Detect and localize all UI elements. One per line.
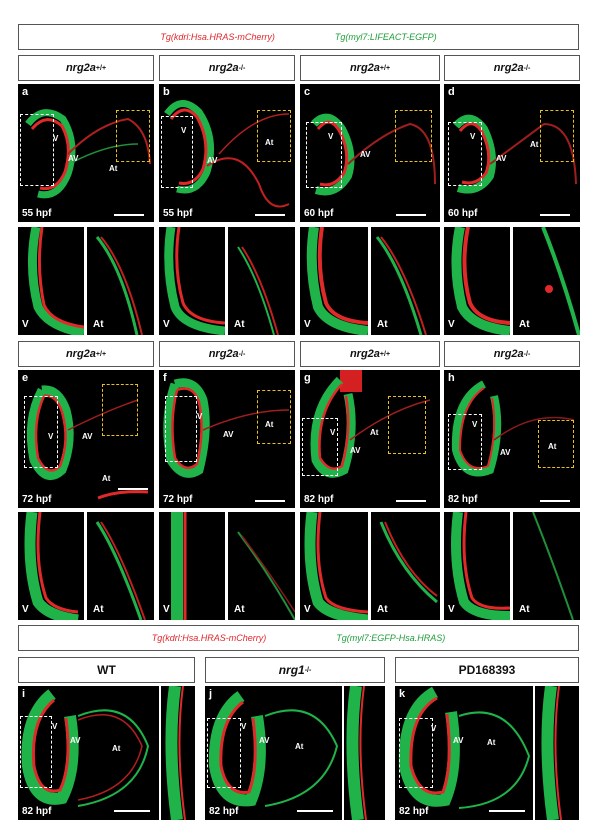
- header-c: nrg2a +/+: [300, 55, 440, 81]
- scale-bar: [540, 500, 570, 502]
- inset-d-v: V: [444, 227, 510, 335]
- scale-bar: [118, 488, 148, 490]
- scale-bar: [114, 214, 144, 216]
- header-d: nrg2a -/-: [444, 55, 580, 81]
- header-f: nrg2a -/-: [159, 341, 295, 367]
- heart-image-b: [164, 100, 290, 208]
- inset-g-at: At: [371, 512, 440, 620]
- panel-g: g V At AV 82 hpf: [300, 370, 440, 508]
- inset-c-at: At: [371, 227, 440, 335]
- header-e: nrg2a +/+: [18, 341, 154, 367]
- inset-g-v: V: [300, 512, 368, 620]
- scale-bar: [396, 500, 426, 502]
- scale-bar: [114, 810, 150, 812]
- panel-k: k V AV At 82 hpf: [395, 686, 533, 820]
- panel-a: a V AV At 55 hpf: [18, 84, 154, 222]
- inset-c-v: V: [300, 227, 368, 335]
- legend-green-reporter: Tg(myl7:LIFEACT-EGFP): [334, 32, 437, 42]
- header-g: nrg2a +/+: [300, 341, 440, 367]
- header-a: nrg2a +/+: [18, 55, 154, 81]
- scale-bar: [255, 500, 285, 502]
- header-h: nrg2a -/-: [444, 341, 580, 367]
- inset-f-v: V: [159, 512, 225, 620]
- timepoint-label: 55 hpf: [22, 208, 52, 219]
- inset-a-at: At: [87, 227, 154, 335]
- inset-b-v: V: [159, 227, 225, 335]
- heart-image-a: [25, 109, 151, 199]
- scale-bar: [396, 214, 426, 216]
- inset-h-at: At: [513, 512, 580, 620]
- panel-c: c V AV 60 hpf: [300, 84, 440, 222]
- scale-bar: [255, 214, 285, 216]
- header-j: nrg1 -/-: [205, 657, 385, 683]
- legend-bottom: Tg(kdrl:Hsa.HRAS-mCherry) Tg(myl7:EGFP-H…: [18, 625, 579, 651]
- scale-bar: [297, 810, 333, 812]
- inset-a-v: V: [18, 227, 84, 335]
- inset-d-at: At: [513, 227, 580, 335]
- panel-h: h V AV At 82 hpf: [444, 370, 580, 508]
- legend-green-reporter-bottom: Tg(myl7:EGFP-Hsa.HRAS): [336, 633, 446, 643]
- inset-e-at: At: [87, 512, 154, 620]
- legend-top: Tg(kdrl:Hsa.HRAS-mCherry) Tg(myl7:LIFEAC…: [18, 24, 579, 50]
- legend-red-reporter: Tg(kdrl:Hsa.HRAS-mCherry): [160, 32, 275, 42]
- inset-h-v: V: [444, 512, 510, 620]
- header-k: PD168393: [395, 657, 579, 683]
- legend-red-reporter-bottom: Tg(kdrl:Hsa.HRAS-mCherry): [151, 633, 267, 643]
- inset-b-at: At: [228, 227, 295, 335]
- inset-j: [344, 686, 385, 820]
- inset-i: [161, 686, 195, 820]
- panel-letter: a: [22, 86, 29, 98]
- scale-bar: [540, 214, 570, 216]
- panel-i: i V AV At 82 hpf: [18, 686, 159, 820]
- inset-f-at: At: [228, 512, 295, 620]
- inset-k: [535, 686, 579, 820]
- header-i: WT: [18, 657, 195, 683]
- panel-e: e V AV At 72 hpf: [18, 370, 154, 508]
- heart-image-d: [452, 114, 577, 194]
- panel-j: j V AV At 82 hpf: [205, 686, 342, 820]
- inset-e-v: V: [18, 512, 84, 620]
- header-b: nrg2a -/-: [159, 55, 295, 81]
- panel-b: b V AV At 55 hpf: [159, 84, 295, 222]
- panel-f: f V AV At 72 hpf: [159, 370, 295, 508]
- panel-d: d V AV At 60 hpf: [444, 84, 580, 222]
- scale-bar: [489, 810, 525, 812]
